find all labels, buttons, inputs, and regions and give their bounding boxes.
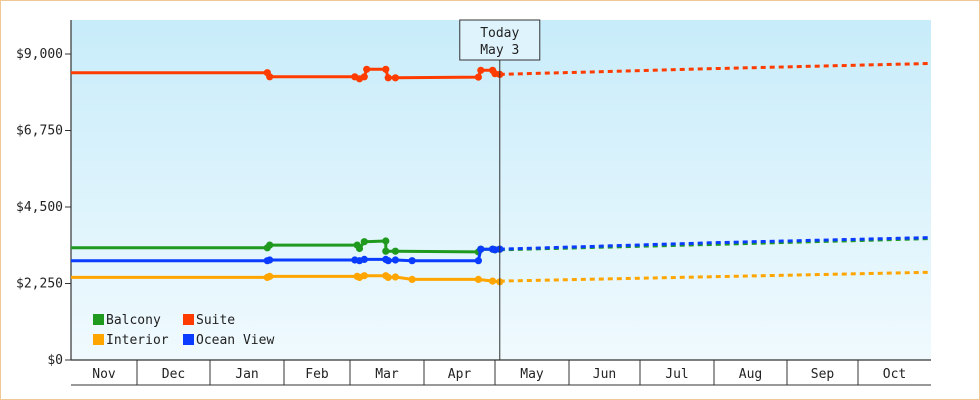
legend: Balcony Suite Interior Ocean View	[93, 313, 274, 348]
month-label-apr: Apr	[448, 367, 472, 382]
data-point-ocean-view	[474, 257, 482, 265]
month-label-feb: Feb	[305, 367, 329, 382]
series-suite	[71, 62, 929, 83]
legend-label-suite: Suite	[196, 313, 235, 328]
series-layer	[71, 62, 929, 286]
today-label-line: Today	[480, 26, 519, 41]
data-point-suite	[266, 73, 274, 81]
series-interior	[71, 270, 929, 286]
data-point-ocean-view	[360, 255, 368, 263]
data-point-suite	[474, 73, 482, 81]
legend-label-ocean-view: Ocean View	[196, 333, 274, 348]
today-label-line: May 3	[480, 43, 519, 58]
month-label-may: May	[520, 367, 544, 382]
data-point-balcony	[355, 244, 364, 253]
y-tick-label: $6,750	[16, 124, 63, 139]
data-point-balcony	[391, 247, 399, 255]
month-label-mar: Mar	[375, 367, 399, 382]
data-point-interior	[474, 275, 482, 283]
data-point-ocean-view	[391, 256, 399, 264]
month-label-oct: Oct	[883, 367, 906, 382]
month-label-nov: Nov	[92, 367, 116, 382]
plot-background	[71, 20, 931, 360]
data-point-ocean-view	[408, 257, 416, 265]
month-label-aug: Aug	[739, 367, 762, 382]
series-ocean-view	[71, 236, 929, 265]
data-point-interior	[489, 277, 497, 285]
month-label-jul: Jul	[665, 367, 688, 382]
data-point-suite	[382, 65, 390, 73]
data-point-balcony	[382, 247, 390, 255]
x-axis: Nov Dec Jan Feb Mar Apr May Jun Jul Aug Sep Oct	[71, 359, 931, 386]
legend-swatch-balcony	[93, 314, 104, 325]
y-tick-label: $0	[47, 353, 63, 368]
legend-label-interior: Interior	[106, 333, 169, 348]
data-point-balcony	[266, 241, 274, 249]
y-tick-label: $4,500	[16, 200, 63, 215]
month-label-jan: Jan	[235, 367, 258, 382]
legend-swatch-suite	[183, 314, 194, 325]
data-point-ocean-view	[266, 256, 274, 264]
data-point-suite	[477, 66, 485, 74]
data-point-balcony	[382, 237, 390, 245]
month-label-dec: Dec	[162, 367, 185, 382]
legend-swatch-ocean-view	[183, 334, 194, 345]
data-point-ocean-view	[384, 257, 392, 265]
y-tick-label: $9,000	[16, 47, 63, 62]
legend-label-balcony: Balcony	[106, 313, 161, 328]
data-point-interior	[360, 272, 368, 280]
data-point-suite	[391, 74, 399, 82]
month-label-jun: Jun	[593, 367, 616, 382]
y-axis: $0 $2,250 $4,500 $6,750 $9,000	[16, 20, 72, 368]
data-point-suite	[384, 74, 392, 82]
month-label-sep: Sep	[811, 367, 835, 382]
y-tick-label: $2,250	[16, 277, 63, 292]
data-point-interior	[266, 272, 274, 280]
legend-swatch-interior	[93, 334, 104, 345]
data-point-balcony	[360, 238, 368, 246]
today-box	[459, 19, 541, 61]
data-point-interior	[384, 273, 392, 281]
data-point-interior	[408, 275, 416, 283]
data-point-interior	[391, 273, 399, 281]
data-point-suite	[360, 73, 368, 81]
today-marker: Today May 3	[459, 19, 541, 360]
data-point-ocean-view	[477, 245, 485, 253]
data-point-suite	[363, 65, 371, 73]
